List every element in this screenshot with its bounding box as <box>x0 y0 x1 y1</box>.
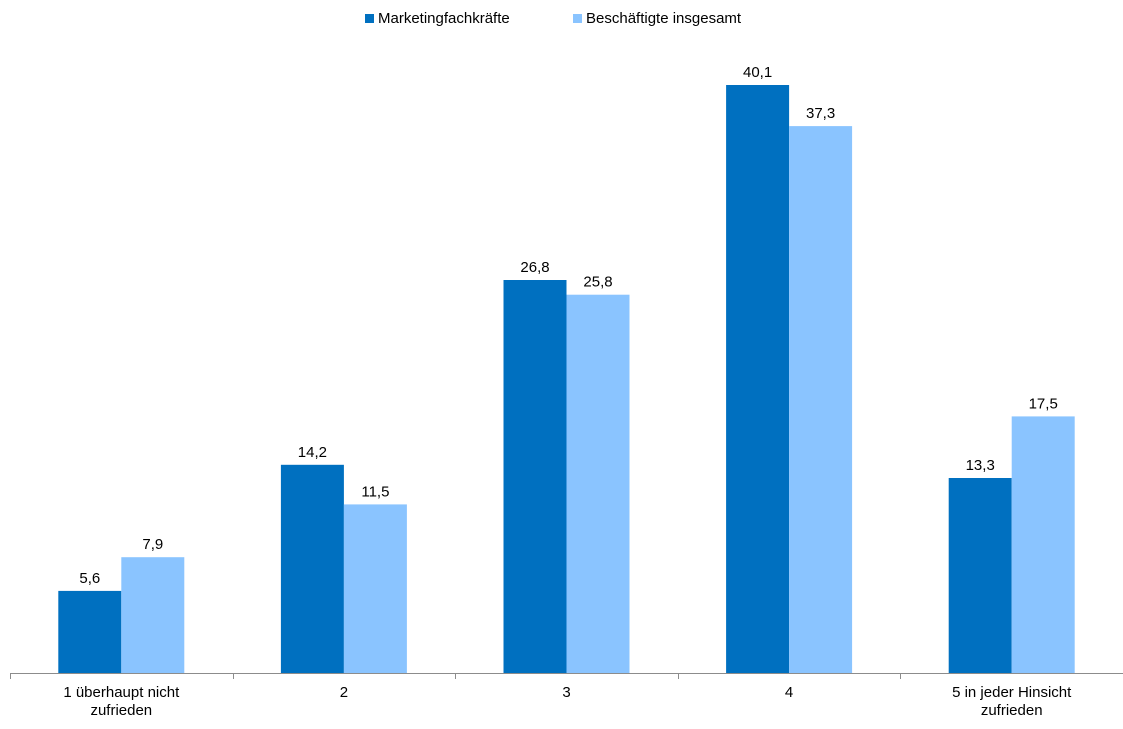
bar-marketingfachkraefte <box>948 478 1012 673</box>
data-label: 40,1 <box>743 64 772 81</box>
x-tick-label: 5 in jeder Hinsicht zufrieden <box>952 684 1072 719</box>
bar-beschaeftigte-insgesamt <box>1011 416 1075 673</box>
bar-beschaeftigte-insgesamt <box>121 557 185 673</box>
bar-marketingfachkraefte <box>726 85 790 673</box>
legend-item-marketingfachkraefte: Marketingfachkräfte <box>365 10 510 27</box>
x-tick-label: 1 überhaupt nicht zufrieden <box>63 684 180 719</box>
bar-beschaeftigte-insgesamt <box>789 126 853 674</box>
bar-beschaeftigte-insgesamt <box>343 504 407 673</box>
data-label: 11,5 <box>361 483 389 500</box>
legend-item-beschaeftigte-insgesamt: Beschäftigte insgesamt <box>573 10 742 27</box>
data-label: 17,5 <box>1029 395 1058 412</box>
bar-marketingfachkraefte <box>503 280 567 673</box>
legend-label-marketingfachkraefte: Marketingfachkräfte <box>378 10 510 27</box>
legend-label-beschaeftigte-insgesamt: Beschäftigte insgesamt <box>586 10 742 27</box>
bar-marketingfachkraefte <box>280 464 344 673</box>
x-tick-label: 3 <box>562 684 570 701</box>
legend: Marketingfachkräfte Beschäftigte insgesa… <box>365 10 742 27</box>
legend-swatch-beschaeftigte-insgesamt <box>573 14 582 23</box>
x-tick-label: 4 <box>785 684 793 701</box>
bar-marketingfachkraefte <box>58 590 122 673</box>
plot-area: 5,6 7,9 1 überhaupt nicht zufrieden 14,2 11,5… <box>10 64 1123 719</box>
data-label: 26,8 <box>520 259 549 276</box>
data-label: 13,3 <box>966 457 995 474</box>
data-label: 37,3 <box>806 105 835 122</box>
data-label: 7,9 <box>142 536 163 553</box>
legend-swatch-marketingfachkraefte <box>365 14 374 23</box>
x-tick-label: 2 <box>340 684 348 701</box>
data-label: 25,8 <box>583 274 612 291</box>
bar-beschaeftigte-insgesamt <box>566 294 630 673</box>
data-label: 5,6 <box>79 570 100 587</box>
data-label: 14,2 <box>298 444 327 461</box>
